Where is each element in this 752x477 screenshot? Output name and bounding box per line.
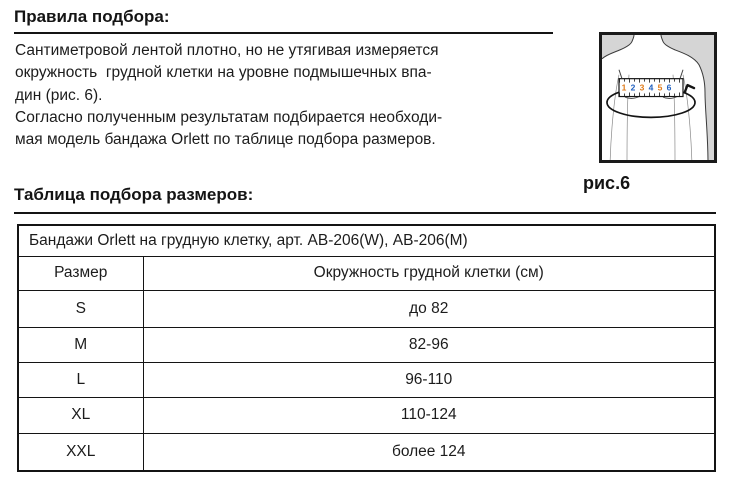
svg-text:4: 4 [649,83,654,93]
svg-text:3: 3 [640,83,645,93]
svg-text:6: 6 [667,83,672,93]
svg-text:2: 2 [631,83,636,93]
svg-text:1: 1 [622,83,627,93]
svg-text:5: 5 [658,83,663,93]
